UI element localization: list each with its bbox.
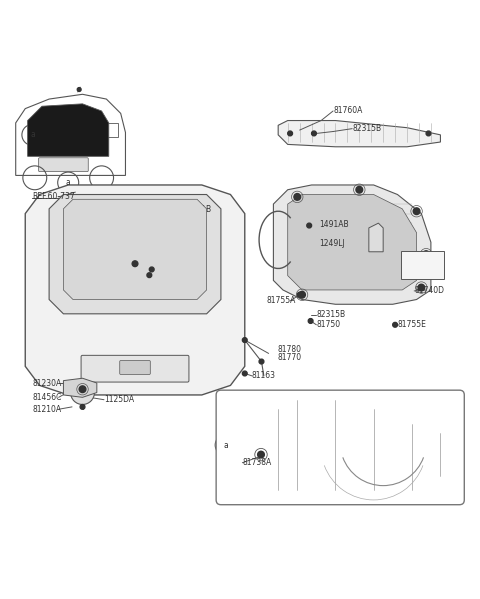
Text: 81755E: 81755E	[397, 320, 426, 329]
Text: 85858C: 85858C	[159, 267, 188, 276]
Text: 1491AB: 1491AB	[319, 220, 348, 229]
Circle shape	[307, 223, 312, 228]
Text: 82315B: 82315B	[408, 256, 438, 265]
Circle shape	[308, 319, 313, 323]
Circle shape	[79, 386, 86, 392]
FancyBboxPatch shape	[401, 251, 444, 279]
Circle shape	[259, 359, 264, 364]
Text: 81163: 81163	[252, 371, 276, 380]
Circle shape	[258, 451, 264, 458]
Text: 81730A: 81730A	[94, 272, 123, 281]
Polygon shape	[288, 195, 417, 290]
Circle shape	[77, 87, 81, 92]
Polygon shape	[63, 199, 206, 300]
Text: 81230A: 81230A	[33, 379, 61, 388]
Circle shape	[356, 186, 363, 193]
Text: 85858C: 85858C	[408, 265, 438, 274]
Polygon shape	[49, 195, 221, 314]
Circle shape	[312, 131, 316, 136]
Polygon shape	[369, 223, 383, 252]
Circle shape	[297, 292, 302, 297]
Circle shape	[423, 251, 430, 258]
Text: a: a	[30, 131, 35, 140]
Polygon shape	[278, 120, 441, 147]
Circle shape	[413, 208, 420, 214]
Polygon shape	[25, 185, 245, 395]
Circle shape	[242, 338, 247, 343]
Text: 86699: 86699	[135, 258, 159, 267]
Circle shape	[288, 131, 292, 136]
Text: 87321B: 87321B	[183, 205, 212, 214]
FancyBboxPatch shape	[81, 355, 189, 382]
FancyBboxPatch shape	[120, 361, 150, 374]
Text: 81760A: 81760A	[333, 107, 362, 116]
Circle shape	[294, 193, 300, 200]
Text: 81740D: 81740D	[414, 286, 444, 295]
Circle shape	[242, 371, 247, 376]
FancyBboxPatch shape	[38, 158, 88, 171]
Polygon shape	[144, 266, 173, 280]
Polygon shape	[63, 378, 97, 397]
Polygon shape	[274, 185, 431, 304]
Circle shape	[393, 322, 397, 327]
Text: 81780: 81780	[277, 345, 301, 354]
Text: 82315B: 82315B	[316, 310, 346, 319]
Text: 82315B: 82315B	[352, 124, 381, 133]
Text: 81750: 81750	[316, 320, 340, 329]
Text: 81755A: 81755A	[266, 297, 296, 305]
Circle shape	[426, 131, 431, 136]
Polygon shape	[28, 104, 109, 156]
Text: 1249LJ: 1249LJ	[319, 238, 345, 248]
Circle shape	[149, 267, 154, 272]
Circle shape	[80, 404, 85, 409]
Text: 1125DA: 1125DA	[104, 395, 134, 404]
Circle shape	[71, 380, 95, 404]
Circle shape	[132, 261, 138, 267]
Text: REF.60-737: REF.60-737	[33, 192, 75, 201]
Circle shape	[418, 285, 425, 291]
Text: 81456C: 81456C	[33, 393, 62, 402]
Text: 81738A: 81738A	[242, 458, 272, 467]
FancyBboxPatch shape	[216, 390, 464, 505]
Text: 81770: 81770	[277, 353, 301, 362]
Circle shape	[147, 273, 152, 277]
Text: 81210A: 81210A	[33, 405, 61, 414]
Circle shape	[299, 291, 305, 298]
Text: a: a	[66, 178, 71, 187]
Text: 82315B: 82315B	[159, 261, 188, 270]
Text: a: a	[223, 440, 228, 450]
